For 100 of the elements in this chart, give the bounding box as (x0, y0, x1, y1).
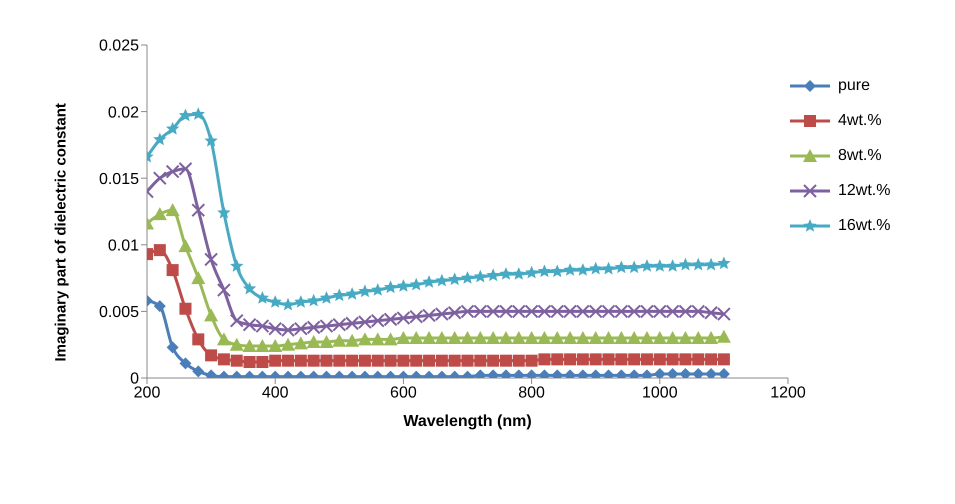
point (627, 331, 642, 344)
point (448, 354, 461, 367)
point (269, 354, 282, 367)
point (204, 308, 218, 322)
y-axis-title: Imaginary part of dielectric constant (52, 103, 70, 362)
point (384, 354, 397, 367)
point (434, 331, 449, 344)
point (704, 331, 718, 344)
point (679, 353, 692, 366)
point (281, 298, 295, 310)
point (550, 331, 564, 344)
point (474, 270, 487, 282)
point (179, 357, 192, 370)
point (178, 108, 192, 122)
point (524, 266, 538, 278)
point (524, 331, 539, 344)
point (500, 354, 512, 367)
point (179, 302, 192, 315)
point (474, 354, 486, 367)
point (204, 252, 218, 266)
point (218, 353, 230, 366)
point (576, 331, 590, 344)
point (602, 331, 616, 344)
y-tick-label: 0.025 (98, 38, 140, 55)
point (576, 263, 590, 276)
point (333, 354, 346, 367)
point (705, 353, 718, 366)
point (371, 283, 384, 296)
point (217, 206, 231, 218)
point (230, 338, 244, 351)
point (396, 279, 410, 292)
point (640, 331, 654, 344)
point (576, 353, 589, 366)
point (294, 336, 308, 350)
x-tick-label: 800 (518, 384, 546, 402)
point (423, 354, 436, 367)
legend-label: 4wt.% (838, 112, 882, 130)
point (512, 354, 525, 367)
point (410, 278, 423, 290)
point (538, 353, 550, 366)
point (640, 259, 654, 272)
point (614, 260, 628, 274)
point (499, 267, 513, 280)
point (216, 332, 231, 346)
point (358, 284, 372, 298)
point (473, 331, 488, 344)
point (716, 330, 731, 343)
point (448, 272, 462, 286)
point (166, 203, 180, 216)
legend-label: 8wt.% (838, 146, 882, 164)
point (460, 331, 474, 344)
point (704, 258, 718, 270)
point (602, 353, 615, 366)
point (436, 354, 448, 367)
point (178, 239, 192, 252)
y-tick-label: 0.01 (108, 237, 140, 254)
point (666, 353, 679, 366)
point (230, 354, 243, 367)
point (614, 331, 628, 344)
point (332, 334, 346, 347)
y-tick-label: 0.015 (98, 170, 140, 188)
point (537, 331, 552, 344)
point (244, 356, 256, 368)
point (640, 353, 653, 366)
point (512, 267, 526, 280)
point (319, 335, 334, 348)
point (205, 349, 218, 362)
point (396, 331, 410, 344)
point (230, 259, 244, 272)
y-tick-label: 0.005 (98, 304, 140, 322)
point (294, 354, 307, 367)
point (166, 264, 179, 276)
point (345, 287, 359, 300)
point (282, 354, 294, 367)
point (654, 353, 666, 366)
legend-label: 12wt.% (838, 182, 890, 200)
x-tick-label: 1200 (770, 384, 806, 402)
point (692, 258, 705, 270)
x-tick-label: 400 (262, 384, 289, 402)
point (346, 354, 358, 367)
point (538, 264, 552, 278)
point (191, 203, 206, 218)
point (487, 354, 500, 367)
point (678, 331, 692, 344)
x-tick-label: 1000 (642, 384, 678, 402)
point (152, 171, 167, 186)
point (242, 339, 257, 352)
point (526, 354, 538, 367)
point (358, 354, 371, 367)
point (191, 271, 206, 284)
point (588, 331, 603, 344)
point (307, 294, 320, 306)
point (486, 268, 500, 282)
point (268, 339, 282, 352)
point (615, 353, 628, 366)
point (590, 353, 602, 366)
point (692, 353, 704, 366)
point (564, 353, 576, 366)
y-tick-label: 0.02 (108, 104, 140, 122)
point (397, 354, 410, 367)
